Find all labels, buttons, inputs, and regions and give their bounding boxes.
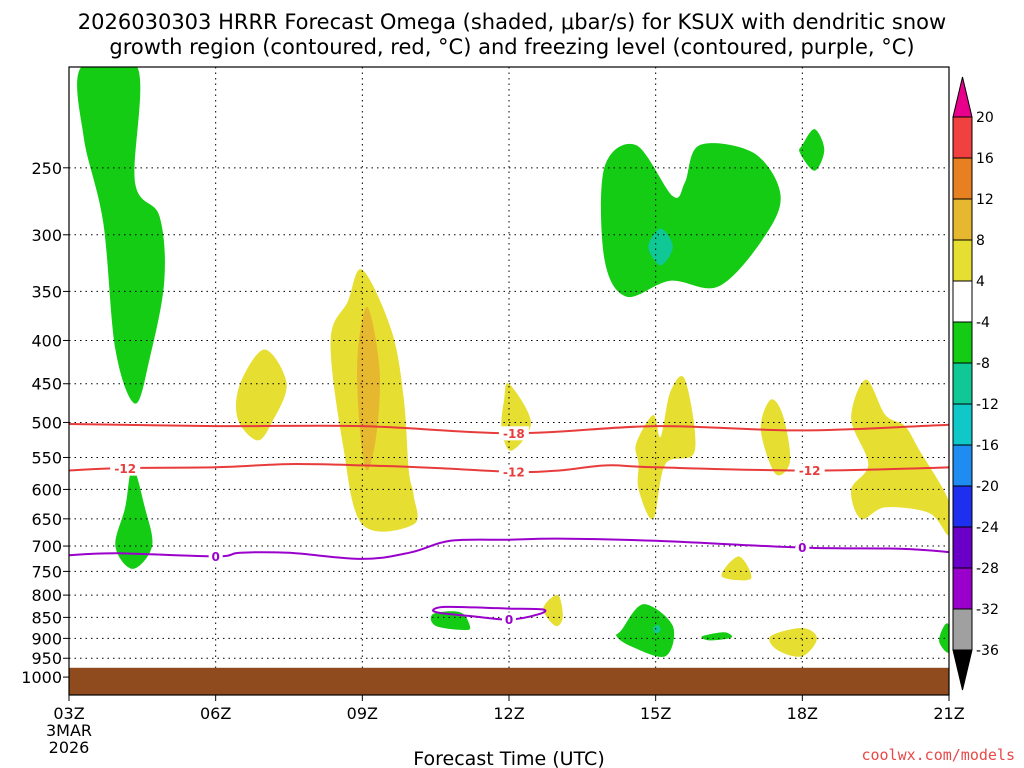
colorbar-arrow-low: [952, 649, 973, 691]
contour-label-freezing-level-loop-0: 0: [505, 613, 513, 627]
contour-label-dgz-minus-12-1: -12: [503, 465, 525, 479]
x-tick-label-21Z: 21Z: [933, 704, 964, 723]
colorbar-label-12: 16: [976, 151, 994, 167]
colorbar-swatch-1: [952, 567, 973, 610]
contour-label-dgz-minus-12-0: -12: [114, 462, 136, 476]
contour-label-freezing-level-main-1: 0: [798, 541, 806, 555]
contour-label-bg-dgz-minus-12-0: [110, 461, 141, 476]
x-tick-sublabel-1: 2026: [49, 738, 90, 757]
y-tick-label-650: 650: [31, 510, 62, 529]
omega-region-low-level-ascent-core: [653, 625, 661, 634]
contour-label-dgz-minus-18-0: -18: [503, 427, 525, 441]
y-tick-label-700: 700: [31, 537, 62, 556]
colorbar-label-9: 4: [976, 274, 985, 290]
colorbar-swatch-3: [952, 485, 973, 528]
contour-label-bg-dgz-minus-18-0: [498, 426, 529, 441]
colorbar-label-11: 12: [976, 192, 994, 208]
y-tick-label-550: 550: [31, 448, 62, 467]
colorbar-label-7: -8: [976, 356, 990, 372]
y-tick-label-450: 450: [31, 375, 62, 394]
temperature-contours: -18 -12 -12 -12 0 0 0: [69, 422, 949, 627]
omega-region-descent-1700: [760, 399, 791, 476]
colorbar-label-5: -16: [976, 438, 999, 454]
y-tick-label-1000: 1000: [21, 668, 62, 687]
colorbar-swatch-10: [952, 198, 973, 241]
credit-text: coolwx.com/models: [861, 746, 1015, 764]
y-tick-label-750: 750: [31, 562, 62, 581]
contour-dgz-minus-12: [69, 463, 949, 474]
colorbar-label-13: 20: [976, 110, 994, 126]
colorbar-label-8: -4: [976, 315, 990, 331]
x-tick-label-06Z: 06Z: [200, 704, 231, 723]
plot-area: -18 -12 -12 -12 0 0 0: [68, 66, 950, 696]
omega-region-descent-1430-to-1600: [635, 376, 696, 520]
omega-region-descent-1300-low: [543, 594, 563, 627]
contour-label-bg-freezing-level-loop-0: [502, 612, 516, 627]
colorbar-label-1: -32: [976, 602, 999, 618]
x-tick-label-15Z: 15Z: [640, 704, 671, 723]
colorbar-swatch-5: [952, 403, 973, 446]
colorbar-label-2: -28: [976, 561, 999, 577]
colorbar-label-10: 8: [976, 233, 985, 249]
colorbar-swatch-8: [952, 280, 973, 323]
contour-label-freezing-level-main-0: 0: [211, 550, 219, 564]
colorbar-swatch-7: [952, 321, 973, 364]
contour-label-dgz-minus-12-2: -12: [799, 464, 821, 478]
omega-region-upper-right-ascent: [600, 143, 781, 298]
colorbar-swatch-4: [952, 444, 973, 487]
ground-surface: [69, 667, 949, 695]
omega-region-upper-left-ascent: [77, 67, 165, 404]
contour-label-bg-freezing-level-main-0: [208, 549, 223, 564]
colorbar-swatch-6: [952, 362, 973, 405]
contour-freezing-level-loop: [432, 605, 547, 621]
colorbar-swatch-9: [952, 239, 973, 282]
colorbar-swatch-12: [952, 116, 973, 159]
x-axis-label: Forecast Time (UTC): [413, 748, 604, 768]
y-tick-label-500: 500: [31, 413, 62, 432]
colorbar-swatch-2: [952, 526, 973, 569]
chart-title-line-1: 2026030303 HRRR Forecast Omega (shaded, …: [78, 10, 946, 34]
omega-region-descent-0730: [235, 349, 287, 441]
x-tick-label-12Z: 12Z: [493, 704, 524, 723]
omega-region-descent-1800-low: [769, 627, 817, 657]
y-tick-label-300: 300: [31, 226, 62, 245]
y-tick-label-850: 850: [31, 608, 62, 627]
contour-label-bg-dgz-minus-12-2: [794, 463, 825, 478]
contour-label-bg-dgz-minus-12-1: [498, 464, 529, 479]
y-tick-label-800: 800: [31, 586, 62, 605]
x-tick-label-18Z: 18Z: [787, 704, 818, 723]
y-tick-label-600: 600: [31, 480, 62, 499]
colorbar-label-0: -36: [976, 643, 999, 659]
colorbar-swatch-11: [952, 157, 973, 200]
colorbar-label-4: -20: [976, 479, 999, 495]
contour-label-bg-freezing-level-main-1: [795, 540, 810, 555]
chart-title-line-2: growth region (contoured, red, °C) and f…: [109, 35, 914, 59]
y-tick-label-950: 950: [31, 649, 62, 668]
x-tick-label-03Z: 03Z: [53, 704, 84, 723]
x-tick-label-09Z: 09Z: [347, 704, 378, 723]
colorbar-label-6: -12: [976, 397, 999, 413]
y-tick-label-400: 400: [31, 331, 62, 350]
y-tick-label-350: 350: [31, 282, 62, 301]
colorbar-swatch-0: [952, 608, 973, 651]
omega-region-low-left-ascent: [115, 467, 153, 569]
x-tick-sublabel-0: 3MAR: [46, 721, 92, 740]
colorbar-label-3: -24: [976, 520, 999, 536]
colorbar: -36 -32 -28 -24 -20 -16 -12 -8 -4 4 8 12 16 20: [952, 76, 999, 691]
y-tick-label-250: 250: [31, 159, 62, 178]
pressure-axis: 250 300 350 400 450 500 550 600 650 700 750 800 850 9…: [21, 159, 69, 687]
colorbar-arrow-high: [952, 76, 973, 118]
omega-region-descent-1600-low: [721, 556, 752, 581]
omega-region-small-top-right-ascent: [799, 129, 825, 171]
omega-region-upper-right-ascent-core: [648, 228, 673, 266]
y-tick-label-900: 900: [31, 629, 62, 648]
